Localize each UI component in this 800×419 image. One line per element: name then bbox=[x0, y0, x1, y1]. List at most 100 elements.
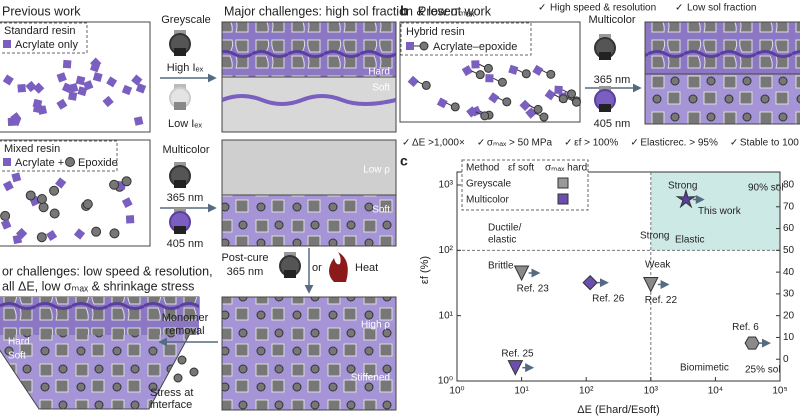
y2-tick-label: 50 bbox=[783, 245, 795, 256]
legend-swatch bbox=[557, 177, 569, 189]
label: High speed & resolution bbox=[550, 3, 656, 14]
monomer bbox=[497, 77, 507, 87]
monomer bbox=[567, 89, 577, 99]
check: ✓ bbox=[730, 138, 738, 149]
monomer bbox=[106, 76, 118, 88]
point-label: This work bbox=[698, 206, 742, 217]
panel-letter: b bbox=[400, 3, 409, 19]
data-point bbox=[582, 274, 598, 291]
lamp bbox=[169, 208, 191, 234]
label: 405 nm bbox=[594, 118, 631, 130]
monomer bbox=[461, 65, 473, 77]
monomer bbox=[89, 62, 101, 73]
monomer bbox=[55, 177, 67, 189]
annotation: Strong bbox=[668, 181, 697, 192]
monomer bbox=[544, 89, 556, 101]
monomer bbox=[521, 69, 531, 79]
monomer bbox=[407, 75, 419, 88]
monomer bbox=[135, 83, 147, 94]
feature-list: ✓ ΔE >1,000× ✓ σₘₐₓ > 50 MPa ✓ εf > 100% ✓ Elas… bbox=[402, 138, 799, 149]
icon bbox=[406, 42, 414, 50]
label: or bbox=[312, 262, 322, 274]
x-tick-label: 10⁴ bbox=[708, 386, 723, 397]
lamp bbox=[594, 34, 616, 60]
x-axis-label: ΔE (Ehard/Esoft) bbox=[577, 404, 660, 416]
legend-label: εf soft bbox=[508, 163, 534, 174]
monomer bbox=[480, 111, 490, 121]
check: ✓ bbox=[477, 138, 485, 149]
legend-swatch bbox=[557, 193, 569, 205]
monomer bbox=[11, 172, 22, 183]
monomer bbox=[77, 86, 88, 97]
label: Stress at bbox=[150, 387, 193, 399]
label: 405 nm bbox=[167, 238, 204, 250]
monomer bbox=[83, 80, 94, 91]
chain bbox=[221, 94, 397, 106]
panel-b: b Present work ✓ High speed & resolution… bbox=[399, 3, 800, 149]
check: ✓ bbox=[630, 138, 638, 149]
y2-tick-label: 70 bbox=[783, 201, 795, 212]
monomer bbox=[2, 74, 14, 86]
monomer bbox=[539, 112, 549, 122]
annotation: Strong bbox=[640, 231, 669, 242]
label: High ρ bbox=[361, 320, 390, 331]
annotation: 25% sol bbox=[745, 365, 781, 376]
monomer bbox=[36, 232, 47, 243]
monomer bbox=[131, 74, 143, 86]
monomer bbox=[109, 228, 120, 239]
label: Acrylate only bbox=[15, 39, 78, 51]
monomer bbox=[558, 94, 568, 104]
monomer bbox=[102, 95, 114, 108]
monomer bbox=[483, 63, 493, 73]
feature: Stable to 100 bbox=[740, 138, 799, 149]
feature: ΔE >1,000× bbox=[412, 138, 465, 149]
y2-tick-label: 80 bbox=[783, 180, 795, 191]
point-label: Ref. 23 bbox=[517, 284, 550, 295]
lamp bbox=[169, 84, 191, 110]
monomer bbox=[532, 64, 544, 76]
monomer bbox=[571, 97, 581, 107]
monomer bbox=[0, 219, 12, 230]
label: Low sol fraction bbox=[687, 3, 756, 14]
point-label: Ref. 22 bbox=[645, 295, 678, 306]
monomer bbox=[125, 215, 135, 224]
lamp bbox=[279, 252, 301, 278]
network bbox=[221, 139, 397, 196]
x-tick-label: 10⁰ bbox=[449, 386, 464, 397]
label: Mixed resin bbox=[4, 143, 60, 155]
feature: Elasticrec. > 95% bbox=[640, 138, 718, 149]
y-tick-label: 10³ bbox=[439, 180, 454, 191]
network bbox=[221, 296, 397, 411]
label: Soft bbox=[372, 83, 390, 94]
annotation: Brittle bbox=[488, 261, 514, 272]
monomer bbox=[508, 64, 519, 75]
icon bbox=[3, 40, 11, 48]
label: Hard bbox=[368, 67, 390, 78]
monomer bbox=[189, 367, 199, 377]
monomer bbox=[421, 80, 431, 90]
monomer bbox=[73, 228, 86, 240]
monomer bbox=[466, 106, 478, 118]
y-axis-label: εf (%) bbox=[419, 256, 431, 284]
monomer bbox=[38, 202, 49, 213]
legend-label: Multicolor bbox=[466, 195, 509, 206]
monomer bbox=[177, 355, 187, 365]
label: Post-cure bbox=[221, 252, 268, 264]
icon bbox=[3, 158, 11, 166]
legend: Method εf soft σₘₐₓ hard Greyscale Multicolo… bbox=[461, 159, 589, 211]
legend-label: Greyscale bbox=[466, 179, 511, 190]
monomer bbox=[46, 230, 58, 242]
data-point bbox=[744, 336, 760, 350]
label: Standard resin bbox=[4, 25, 76, 37]
legend-label: Method bbox=[466, 163, 499, 174]
label: 365 nm bbox=[594, 74, 631, 86]
annotation: Weak bbox=[645, 260, 671, 271]
monomer bbox=[475, 70, 485, 80]
x-tick-label: 10² bbox=[579, 386, 594, 397]
y2-tick-label: 60 bbox=[783, 223, 795, 234]
data-point bbox=[513, 265, 530, 282]
monomer bbox=[17, 83, 26, 93]
heading: Present work bbox=[418, 4, 492, 18]
monomer bbox=[436, 97, 448, 109]
data-point bbox=[507, 360, 524, 376]
